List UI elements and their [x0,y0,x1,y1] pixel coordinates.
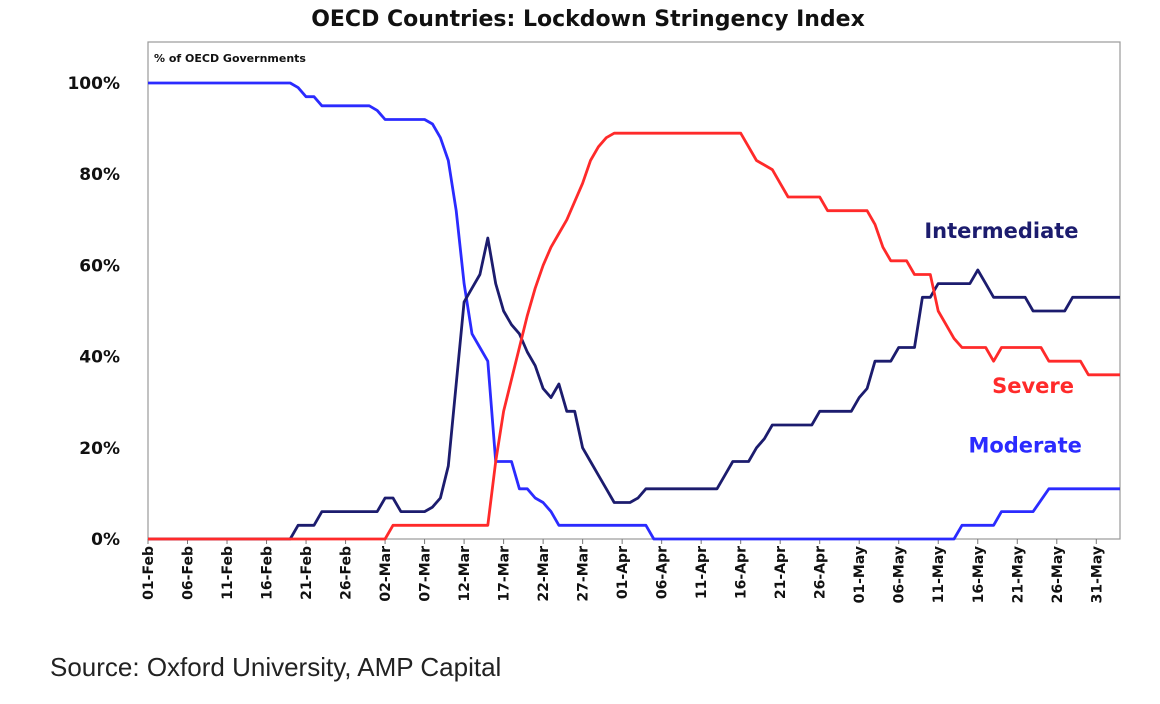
x-tick-label: 16-Apr [734,546,750,599]
x-tick-label: 27-Mar [576,546,592,602]
x-tick-label: 17-Mar [497,546,513,602]
y-tick-label: 40% [79,348,120,368]
y-tick-label: 20% [79,439,120,459]
y-tick-label: 80% [79,165,120,185]
x-tick-label: 01-Apr [615,546,631,599]
y-axis: 0% 20% 40% 60% 80% 100% [67,74,120,550]
x-tick-label: 26-Apr [813,546,829,599]
x-tick-label: 02-Mar [378,546,394,602]
y-tick-label: 100% [67,74,120,94]
x-tick-label: 11-Feb [220,546,236,600]
x-tick-label: 26-May [1050,546,1066,603]
x-tick-label: 16-Feb [260,546,276,600]
x-tick-label: 12-Mar [457,546,473,602]
x-axis: 01-Feb 06-Feb 11-Feb 16-Feb 21-Feb 26-Feb 02-M… [141,539,1105,603]
series-line-severe [148,131,1120,541]
x-tick-label: 21-May [1010,546,1026,603]
x-tick-label: 06-Feb [181,546,197,600]
x-tick-label: 06-Apr [655,546,671,599]
chart-title: OECD Countries: Lockdown Stringency Inde… [311,7,865,32]
x-tick-label: 11-Apr [694,546,710,599]
series-line-intermediate [148,236,1120,541]
x-tick-label: 07-Mar [418,546,434,602]
x-tick-label: 01-Feb [141,546,157,600]
x-tick-label: 16-May [971,546,987,603]
x-tick-label: 01-May [852,546,868,603]
series-label-severe: Severe [992,374,1074,398]
series-label-moderate: Moderate [968,433,1081,457]
x-tick-label: 22-Mar [536,546,552,602]
x-tick-label: 31-May [1089,546,1105,603]
plot-area [147,41,1121,540]
x-tick-label: 26-Feb [339,546,355,600]
x-tick-label: 21-Apr [773,546,789,599]
y-axis-unit-label: % of OECD Governments [154,52,306,65]
series-label-intermediate: Intermediate [924,219,1078,243]
series-line-moderate [148,81,1120,541]
y-tick-label: 0% [91,530,120,550]
series-lines [148,81,1120,541]
x-tick-label: 21-Feb [299,546,315,600]
x-tick-label: 06-May [892,546,908,603]
x-tick-label: 11-May [931,546,947,603]
y-tick-label: 60% [79,256,120,276]
series-labels: Intermediate Severe Moderate [924,219,1082,457]
source-note: Source: Oxford University, AMP Capital [50,652,502,682]
